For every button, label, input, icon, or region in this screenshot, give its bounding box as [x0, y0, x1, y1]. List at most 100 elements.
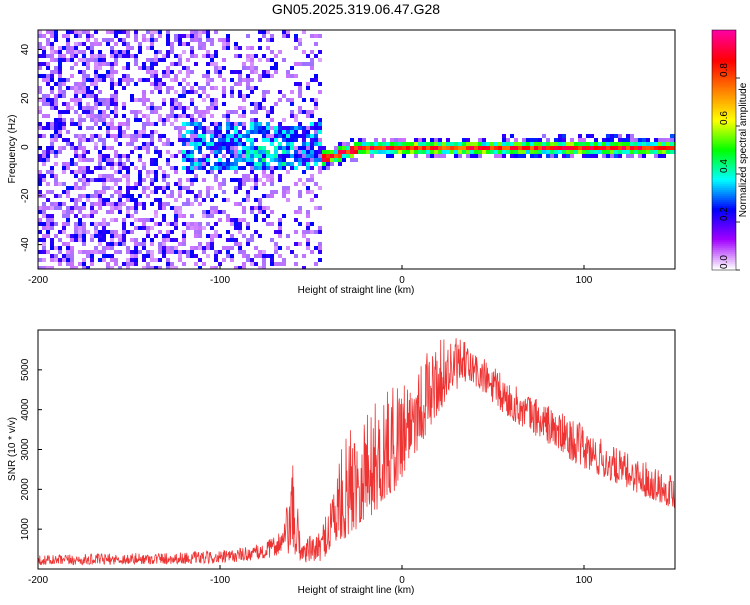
heatmap-cell [142, 142, 146, 146]
heatmap-cell [166, 222, 170, 226]
heatmap-cell [174, 154, 178, 158]
heatmap-cell [74, 90, 78, 94]
heatmap-cell [510, 154, 514, 158]
colorbar-segment [712, 68, 736, 71]
heatmap-cell [178, 102, 182, 106]
heatmap-cell [182, 66, 186, 70]
heatmap-cell [154, 170, 158, 174]
heatmap-cell [338, 146, 342, 150]
heatmap-cell [438, 142, 442, 146]
heatmap-cell [166, 246, 170, 250]
colorbar-segment [712, 232, 736, 235]
heatmap-cell [126, 46, 130, 50]
heatmap-cell [206, 234, 210, 238]
heatmap-cell [158, 138, 162, 142]
heatmap-cell [106, 62, 110, 66]
heatmap-cell [290, 114, 294, 118]
heatmap-cell [50, 146, 54, 150]
heatmap-cell [94, 222, 98, 226]
heatmap-cell [594, 150, 598, 154]
heatmap-cell [150, 266, 154, 269]
heatmap-cell [158, 202, 162, 206]
heatmap-cell [662, 142, 666, 146]
heatmap-cell [150, 190, 154, 194]
heatmap-cell [174, 166, 178, 170]
heatmap-cell [302, 182, 306, 186]
heatmap-cell [518, 154, 522, 158]
heatmap-cell [174, 238, 178, 242]
heatmap-cell [146, 250, 150, 254]
heatmap-cell [66, 246, 70, 250]
heatmap-cell [302, 158, 306, 162]
heatmap-cell [358, 146, 362, 150]
heatmap-cell [110, 82, 114, 86]
heatmap-cell [178, 82, 182, 86]
heatmap-cell [194, 82, 198, 86]
heatmap-cell [198, 258, 202, 262]
heatmap-cell [258, 130, 262, 134]
heatmap-cell [234, 218, 238, 222]
heatmap-cell [530, 154, 534, 158]
heatmap-cell [94, 62, 98, 66]
heatmap-cell [82, 74, 86, 78]
heatmap-cell [94, 122, 98, 126]
heatmap-cell [38, 170, 42, 174]
heatmap-cell [222, 46, 226, 50]
heatmap-cell [258, 126, 262, 130]
heatmap-cell [262, 130, 266, 134]
heatmap-cell [78, 134, 82, 138]
heatmap-cell [246, 150, 250, 154]
heatmap-cell [70, 86, 74, 90]
heatmap-cell [246, 34, 250, 38]
heatmap-cell [114, 242, 118, 246]
heatmap-cell [154, 62, 158, 66]
colorbar-gradient [712, 30, 736, 271]
heatmap-cell [310, 166, 314, 170]
heatmap-cell [630, 150, 634, 154]
heatmap-cell [162, 174, 166, 178]
heatmap-cell [566, 154, 570, 158]
heatmap-cell [118, 50, 122, 54]
heatmap-cell [70, 122, 74, 126]
heatmap-cell [242, 218, 246, 222]
colorbar-tick-label: 0.4 [719, 159, 730, 173]
heatmap-cell [102, 138, 106, 142]
heatmap-cell [182, 158, 186, 162]
heatmap-cell [190, 98, 194, 102]
heatmap-cell [170, 250, 174, 254]
heatmap-cell [246, 74, 250, 78]
heatmap-cell [318, 170, 322, 174]
heatmap-cell [338, 150, 342, 154]
heatmap-cell [426, 146, 430, 150]
heatmap-cell [46, 146, 50, 150]
heatmap-cell [170, 122, 174, 126]
heatmap-cell [102, 158, 106, 162]
heatmap-cell [302, 134, 306, 138]
heatmap-cell [570, 154, 574, 158]
heatmap-cell [254, 86, 258, 90]
colorbar-segment [712, 218, 736, 221]
heatmap-cell [110, 118, 114, 122]
heatmap-cell [638, 146, 642, 150]
colorbar-segment [712, 80, 736, 83]
heatmap-cell [82, 30, 86, 34]
heatmap-cell [54, 126, 58, 130]
heatmap-cell [86, 138, 90, 142]
heatmap-cell [314, 126, 318, 130]
heatmap-cell [250, 158, 254, 162]
heatmap-cell [214, 254, 218, 258]
heatmap-cell [286, 154, 290, 158]
heatmap-cell [78, 210, 82, 214]
heatmap-cell [270, 106, 274, 110]
heatmap-cell [82, 174, 86, 178]
heatmap-cell [234, 138, 238, 142]
heatmap-cell [38, 250, 42, 254]
heatmap-cell [238, 242, 242, 246]
heatmap-cell [182, 50, 186, 54]
heatmap-cell [122, 230, 126, 234]
heatmap-cell [242, 66, 246, 70]
heatmap-cell [78, 166, 82, 170]
heatmap-cell [178, 210, 182, 214]
heatmap-cell [186, 142, 190, 146]
colorbar-segment [712, 164, 736, 167]
